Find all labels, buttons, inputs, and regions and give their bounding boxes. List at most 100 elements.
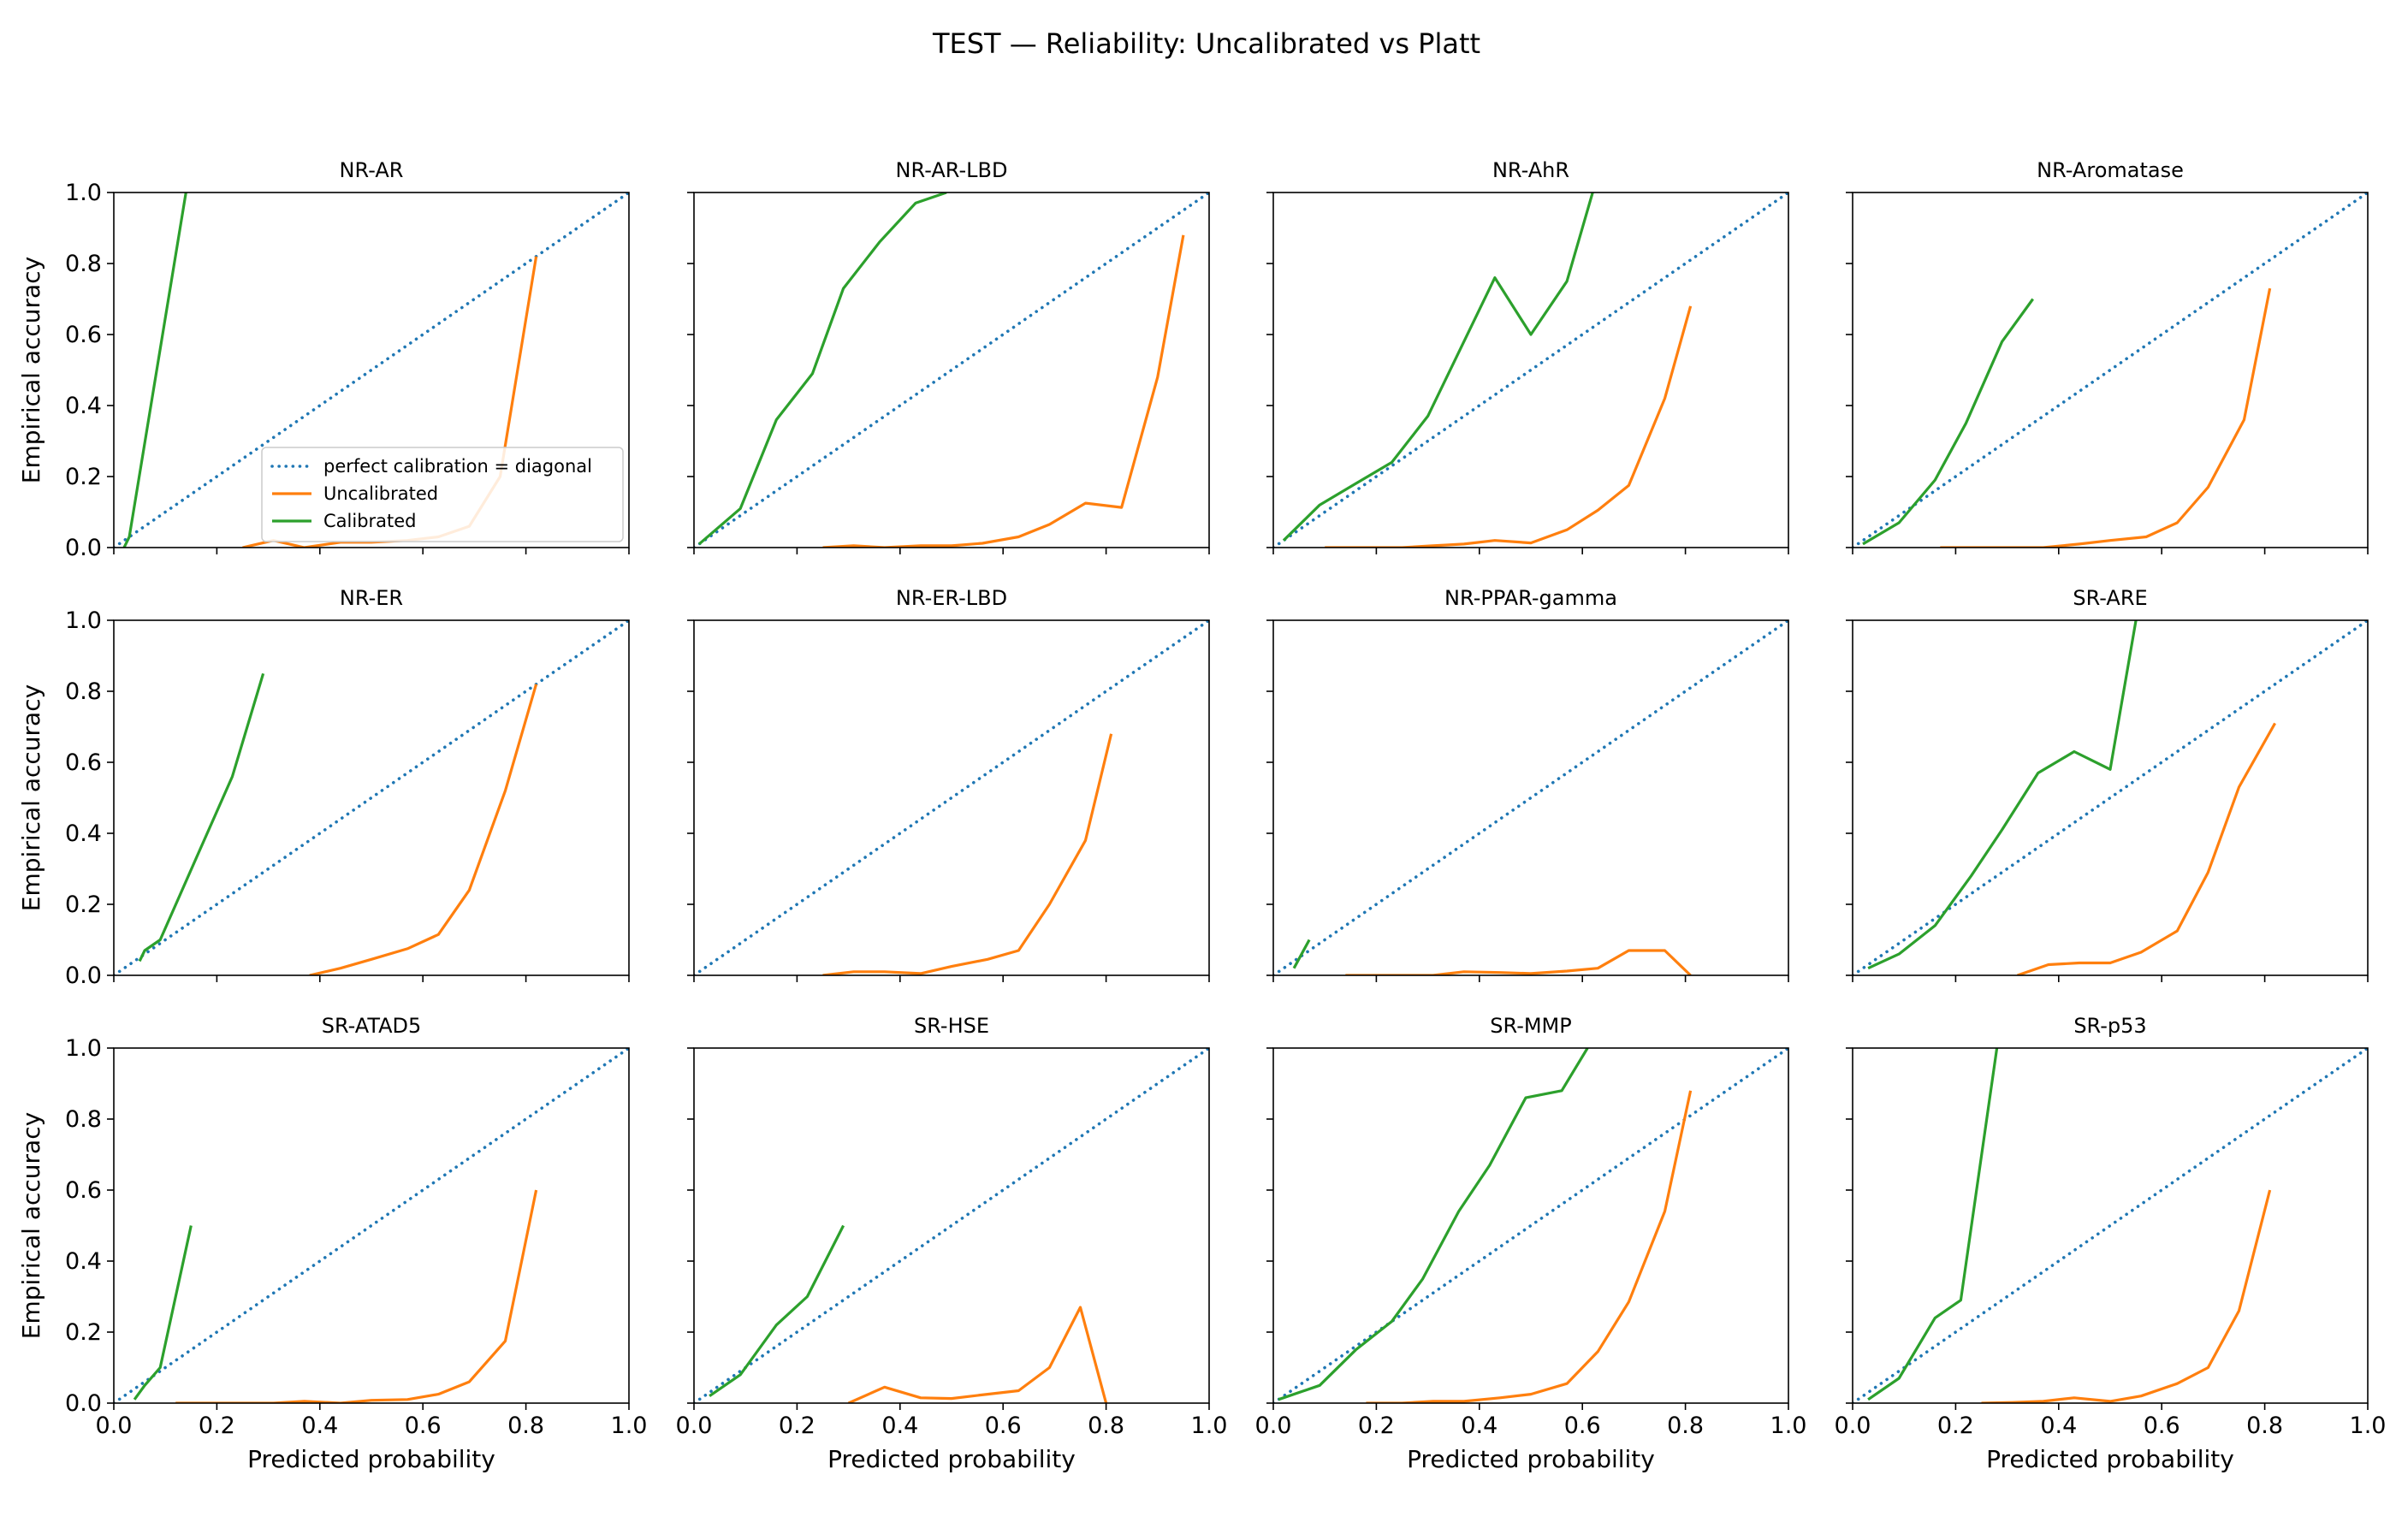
x-tick-label: 0.0 [96,1413,133,1439]
x-tick-label: 0.6 [2144,1413,2180,1439]
x-tick-label: 1.0 [611,1413,648,1439]
x-tick-label: 0.8 [1667,1413,1704,1439]
calibrated-line [1862,298,2034,546]
axes-frame [1852,1047,2369,1404]
panel-title: NR-ER-LBD [896,586,1007,610]
axes-frame [693,619,1210,976]
diagonal-line [114,192,629,548]
plot-area [694,1048,1209,1403]
panel-title: SR-ARE [2073,586,2147,610]
panel-title: SR-ATAD5 [322,1014,422,1038]
plot-area [114,620,629,975]
panel-title: NR-Aromatase [2037,158,2184,182]
x-tick-label: 0.8 [1088,1413,1124,1439]
panel-title: NR-AR [340,158,404,182]
y-tick-label: 1.0 [65,180,102,206]
x-tick-label: 0.8 [2246,1413,2283,1439]
x-tick-label: 1.0 [2350,1413,2387,1439]
x-tick-label: 1.0 [1191,1413,1228,1439]
plot-area [1853,192,2368,548]
diagonal-line [694,192,1209,548]
x-tick-label: 0.4 [881,1413,918,1439]
y-tick-label: 1.0 [65,1035,102,1062]
uncalibrated-line [1325,305,1693,548]
legend-label-uncalibrated: Uncalibrated [323,483,438,504]
x-tick-label: 0.4 [301,1413,338,1439]
x-tick-label: 0.2 [199,1413,235,1439]
y-tick-label: 0.2 [65,1319,102,1346]
panel-sr-hse: SR-HSE 0.0 0.2 0.4 0.6 0.8 1.0 Predicted probab… [676,1014,1228,1473]
y-tick-label: 0.6 [65,1177,102,1204]
plot-area [1273,192,1788,548]
calibrated-line [1282,192,1594,542]
x-axis-label: Predicted probability [827,1445,1076,1473]
panel-title: NR-PPAR-gamma [1444,586,1617,610]
uncalibrated-line [1366,1090,1693,1403]
uncalibrated-line [1940,287,2272,548]
panel-title: SR-MMP [1490,1014,1571,1038]
panel-nr-ppar-gamma: NR-PPAR-gamma [1266,586,1789,982]
y-tick-label: 0.8 [65,678,102,705]
calibrated-line [133,1225,193,1401]
y-axis-label: Empirical accuracy [17,684,45,911]
x-tick-label: 0.2 [1358,1413,1395,1439]
x-tick-label: 0.8 [507,1413,544,1439]
y-tick-label: 1.0 [65,607,102,634]
axes-frame [1852,192,2369,548]
plot-area [694,620,1209,975]
panel-grid: NR-AR 0.0 0.2 0.4 0.6 0.8 1.0 Empirical accurac… [17,158,2386,1473]
y-tick-label: 0.6 [65,322,102,348]
diagonal-line [1853,192,2368,548]
x-tick-label: 0.6 [985,1413,1022,1439]
x-tick-label: 0.0 [676,1413,713,1439]
panel-nr-aromatase: NR-Aromatase [1846,158,2369,554]
legend: perfect calibration = diagonal Uncalibrat… [261,447,624,542]
panel-title: SR-HSE [914,1014,989,1038]
legend-label-calibrated: Calibrated [323,511,417,531]
x-tick-label: 0.0 [1255,1413,1292,1439]
x-tick-label: 0.4 [1461,1413,1498,1439]
x-tick-label: 0.2 [779,1413,815,1439]
diagonal-line [1273,620,1788,975]
y-tick-label: 0.8 [65,1106,102,1133]
calibrated-line [1278,1048,1589,1401]
axes-frame [113,619,630,976]
diagonal-line [114,620,629,975]
y-axis-label: Empirical accuracy [17,257,45,483]
x-axis-label: Predicted probability [1986,1445,2234,1473]
diagonal-line [694,1048,1209,1403]
figure-title: TEST — Reliability: Uncalibrated vs Plat… [932,27,1480,60]
plot-area [114,1048,629,1403]
panel-nr-ahr: NR-AhR [1266,158,1789,554]
panel-nr-er-lbd: NR-ER-LBD [687,586,1210,982]
diagonal-line [694,620,1209,975]
plot-area [1273,1048,1788,1403]
calibrated-line [138,672,265,962]
panel-title: NR-AhR [1492,158,1569,182]
axes-frame [1852,619,2369,976]
y-tick-label: 0.4 [65,1248,102,1275]
y-tick-label: 0.2 [65,891,102,918]
plot-area [1273,620,1788,975]
uncalibrated-line [175,1189,538,1403]
x-tick-label: 0.0 [1835,1413,1871,1439]
x-tick-label: 0.6 [405,1413,442,1439]
diagonal-line [1273,192,1788,548]
plot-area [1853,620,2368,975]
uncalibrated-line [309,684,538,975]
calibrated-line [1292,939,1311,969]
uncalibrated-line [1345,949,1692,975]
axes-frame [113,192,630,548]
diagonal-line [1853,620,2368,975]
panel-sr-are: SR-ARE [1846,586,2369,982]
panel-nr-ar: NR-AR 0.0 0.2 0.4 0.6 0.8 1.0 Empirical accurac… [17,158,630,561]
x-axis-label: Predicted probability [247,1445,495,1473]
axes-frame [1272,192,1789,548]
axes-frame [693,192,1210,548]
x-tick-label: 0.6 [1564,1413,1601,1439]
calibrated-line [1867,620,2138,970]
y-tick-label: 0.4 [65,393,102,419]
calibrated-line [709,1224,845,1398]
